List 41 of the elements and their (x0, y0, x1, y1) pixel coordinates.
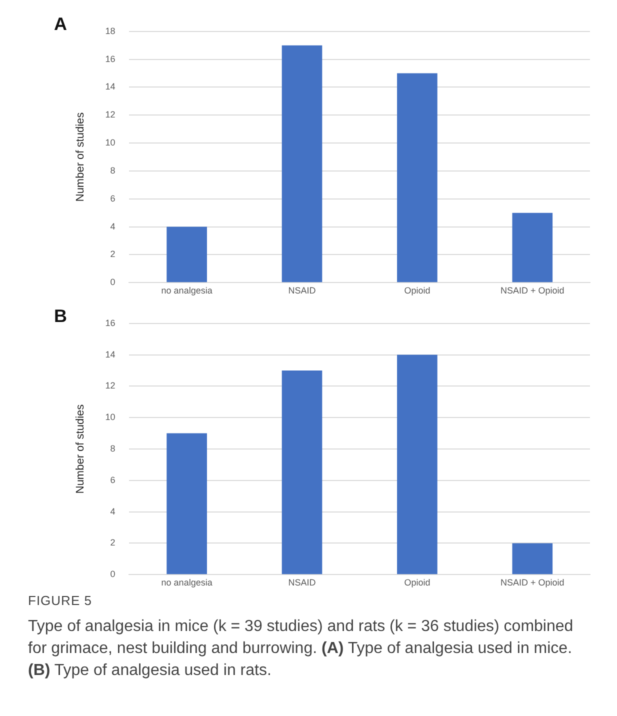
y-tick-label: 8 (110, 443, 116, 454)
y-axis-title: Number of studies (74, 112, 87, 202)
y-tick-label: 4 (110, 221, 116, 232)
y-tick-label: 18 (105, 26, 116, 36)
y-tick-label: 10 (105, 412, 116, 422)
y-tick-label: 10 (105, 138, 116, 148)
y-tick-label: 16 (105, 54, 116, 64)
x-tick-label: NSAID + Opioid (500, 285, 564, 296)
x-tick-label: Opioid (404, 285, 430, 296)
y-tick-label: 6 (110, 193, 116, 204)
chart-title: B (54, 306, 67, 327)
x-tick-label: NSAID + Opioid (500, 577, 564, 588)
y-tick-label: 2 (110, 538, 116, 548)
bar (282, 370, 322, 574)
x-tick-label: NSAID (288, 285, 316, 296)
x-tick-label: Opioid (404, 577, 430, 588)
y-tick-label: 4 (110, 506, 116, 516)
bar (512, 543, 553, 574)
text: Type of analgesia in mice (k = 39 studies) and rats (k = 36 studies) combined for grimace, nest building and burrowing. (A) Type of analgesia used in mice. (B) Type of analgesia used in rats. (28, 618, 574, 679)
y-tick-label: 14 (105, 82, 116, 92)
chart-title: A (54, 14, 67, 35)
y-tick-label: 16 (105, 318, 116, 328)
bar (166, 433, 207, 574)
y-tick-label: 0 (110, 569, 116, 580)
y-tick-label: 14 (105, 349, 116, 360)
bar (166, 226, 207, 282)
y-tick-label: 2 (110, 249, 116, 260)
y-tick-label: 12 (105, 380, 116, 391)
y-tick-label: 6 (110, 474, 116, 485)
bar (397, 73, 438, 282)
y-tick-label: 12 (105, 110, 116, 120)
x-tick-label: no analgesia (161, 285, 212, 296)
bar (397, 354, 438, 574)
y-tick-label: 0 (110, 277, 116, 288)
caption: FIGURE 5 (28, 592, 93, 610)
bar (512, 212, 553, 282)
bar (282, 45, 322, 282)
y-axis-title: Number of studies (74, 404, 87, 494)
y-tick-label: 8 (110, 165, 116, 176)
x-tick-label: no analgesia (161, 577, 212, 588)
x-tick-label: NSAID (288, 577, 316, 588)
